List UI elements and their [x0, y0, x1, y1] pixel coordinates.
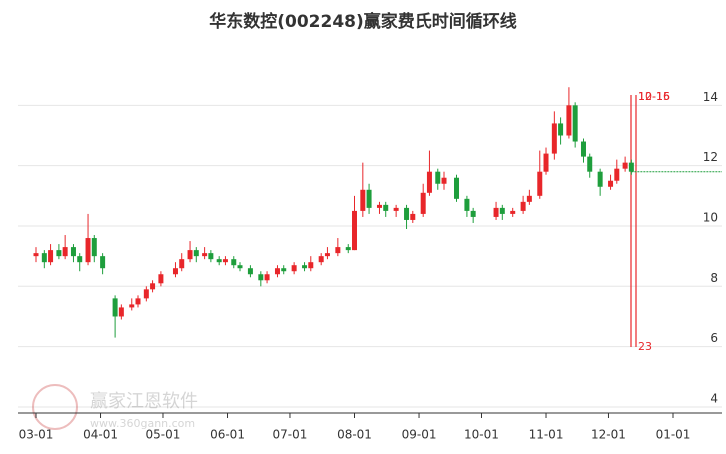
- y-tick-label: 6: [710, 331, 718, 345]
- candle-body: [158, 274, 164, 284]
- candle-body: [216, 259, 222, 263]
- watermark-logo: [32, 384, 78, 430]
- candle-body: [118, 307, 124, 317]
- candle-body: [558, 123, 564, 136]
- candle-body: [33, 253, 39, 257]
- y-tick-label: 8: [710, 271, 718, 285]
- candle-body: [526, 195, 532, 202]
- candle-body: [193, 250, 199, 257]
- watermark-text: 赢家江恩软件: [90, 390, 198, 412]
- candle-body: [202, 253, 208, 257]
- cycle-label: 12-15: [638, 90, 670, 103]
- candle-body: [345, 247, 351, 251]
- candle-body: [291, 265, 297, 272]
- candle-body: [264, 274, 270, 281]
- candle-body: [352, 210, 357, 251]
- candle-body: [464, 198, 470, 211]
- candle-body: [566, 105, 572, 136]
- candle-body: [510, 210, 516, 214]
- candle-body: [91, 238, 97, 257]
- watermark-url: www.360gann.com: [90, 417, 195, 430]
- candle-body: [537, 171, 543, 196]
- candle-body: [493, 207, 499, 217]
- x-tick-label: 05-01: [146, 428, 181, 442]
- candle-body: [614, 168, 620, 181]
- y-tick-label: 14: [703, 90, 718, 104]
- candle-body: [580, 141, 586, 157]
- candle-body: [222, 259, 228, 263]
- x-tick-label: 07-01: [273, 428, 308, 442]
- candle-body: [100, 256, 106, 269]
- x-tick-label: 06-01: [210, 428, 245, 442]
- candle-body: [208, 253, 214, 260]
- candle-body: [41, 253, 47, 263]
- candle-body: [441, 177, 447, 184]
- x-tick-label: 01-01: [656, 428, 691, 442]
- cycle-label: 10-16: [638, 90, 670, 103]
- candle-body: [302, 265, 308, 269]
- candle-body: [70, 247, 76, 257]
- candle-body: [318, 256, 324, 263]
- x-tick-label: 10-01: [464, 428, 499, 442]
- candle-body: [85, 238, 91, 263]
- candle-body: [48, 250, 54, 263]
- y-tick-label: 10: [703, 210, 718, 224]
- candle-body: [129, 304, 135, 308]
- x-tick-label: 09-01: [402, 428, 437, 442]
- candle-body: [435, 171, 441, 184]
- candle-body: [587, 156, 593, 172]
- x-tick-label: 11-01: [529, 428, 564, 442]
- candle-body: [237, 265, 243, 269]
- candle-body: [56, 250, 62, 257]
- x-tick-label: 08-01: [337, 428, 372, 442]
- x-tick-label: 04-01: [83, 428, 118, 442]
- candle-body: [335, 247, 341, 254]
- candle-body: [366, 189, 372, 208]
- watermark: 赢家江恩软件 www.360gann.com: [32, 384, 198, 430]
- candle-body: [543, 153, 549, 172]
- y-tick-label: 12: [703, 150, 718, 164]
- candle-body: [258, 274, 264, 281]
- candle-body: [172, 268, 178, 275]
- candle-body: [572, 105, 578, 142]
- candle-body: [112, 298, 118, 317]
- candle-body: [360, 189, 366, 211]
- candle-body: [324, 253, 330, 257]
- candle-body: [597, 171, 603, 187]
- candle-body: [393, 207, 399, 211]
- candle-body: [135, 298, 141, 305]
- candle-body: [281, 268, 287, 272]
- x-tick-label: 12-01: [591, 428, 626, 442]
- candle-body: [308, 262, 314, 269]
- candle-body: [622, 162, 628, 169]
- candle-body: [179, 259, 185, 269]
- y-tick-label: 4: [710, 391, 718, 405]
- candle-body: [420, 192, 426, 214]
- candle-body: [247, 268, 253, 275]
- candle-body: [404, 207, 410, 220]
- candle-body: [628, 162, 634, 172]
- candle-body: [470, 210, 476, 217]
- candle-body: [608, 180, 614, 187]
- candle-body: [410, 213, 416, 220]
- candle-body: [274, 268, 280, 275]
- candle-body: [383, 204, 389, 211]
- candle-body: [520, 201, 526, 211]
- candle-body: [77, 256, 83, 263]
- candle-body: [231, 259, 237, 266]
- candle-body: [426, 171, 432, 193]
- chart-title: 华东数控(002248)赢家费氏时间循环线: [209, 11, 517, 32]
- candle-body: [454, 177, 460, 199]
- candle-body: [62, 247, 68, 257]
- candle-body: [143, 289, 149, 299]
- x-tick-label: 03-01: [19, 428, 54, 442]
- cycle-label: 23: [638, 340, 652, 353]
- candle-body: [551, 123, 557, 154]
- candle-body: [150, 283, 156, 290]
- candle-body: [187, 250, 193, 260]
- candle-body: [499, 207, 505, 214]
- candle-body: [376, 204, 382, 208]
